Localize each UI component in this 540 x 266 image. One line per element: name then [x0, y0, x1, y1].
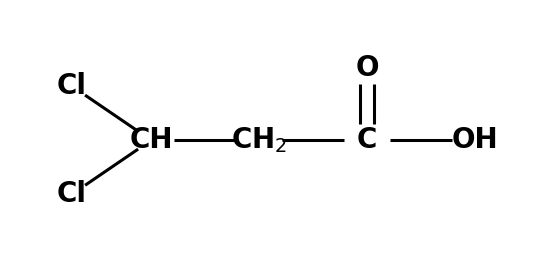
- Text: OH: OH: [452, 126, 498, 154]
- Text: O: O: [355, 54, 379, 82]
- Text: CH$_2$: CH$_2$: [231, 125, 287, 155]
- Text: CH: CH: [130, 126, 173, 154]
- Text: Cl: Cl: [57, 72, 87, 100]
- Text: Cl: Cl: [57, 180, 87, 208]
- Text: C: C: [357, 126, 377, 154]
